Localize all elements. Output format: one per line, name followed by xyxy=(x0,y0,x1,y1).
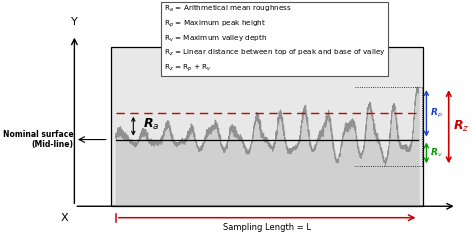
Text: R$_z$: R$_z$ xyxy=(453,119,470,134)
Text: R$_a$: R$_a$ xyxy=(143,117,159,132)
Text: Y: Y xyxy=(71,17,78,27)
Text: Nominal surface
(Mid-line): Nominal surface (Mid-line) xyxy=(3,130,74,149)
Text: R$_a$ = Arithmetical mean roughness
R$_p$ = Maximum peak height
R$_v$ = Maximum : R$_a$ = Arithmetical mean roughness R$_p… xyxy=(164,4,385,74)
Text: R$_p$: R$_p$ xyxy=(430,107,443,120)
Text: Sampling Length = L: Sampling Length = L xyxy=(223,223,311,232)
Bar xyxy=(111,47,423,206)
Text: X: X xyxy=(61,213,69,223)
Text: R$_v$: R$_v$ xyxy=(430,147,443,159)
